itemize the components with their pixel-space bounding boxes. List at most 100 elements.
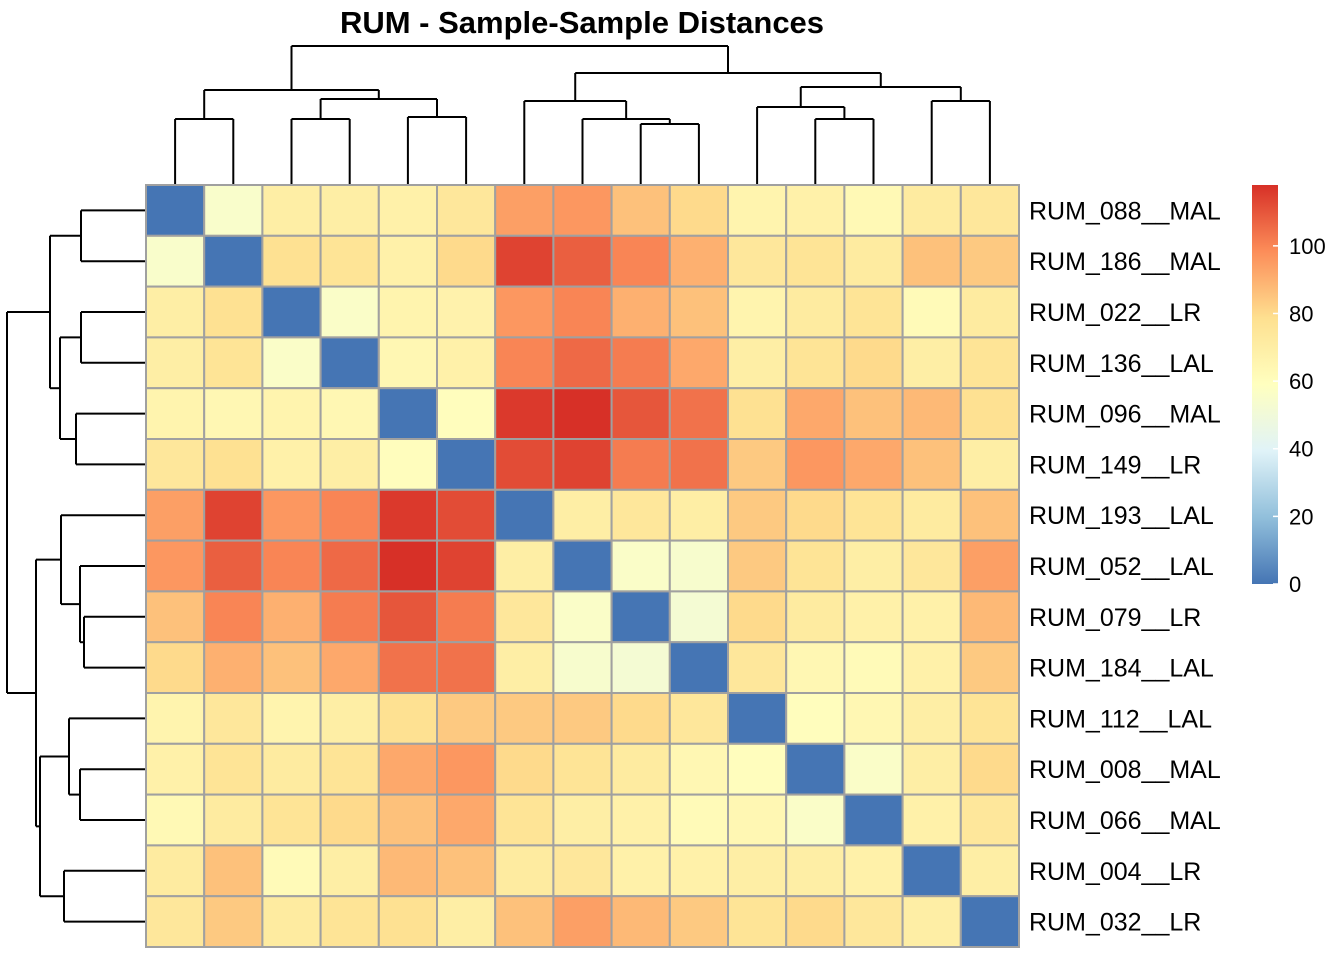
heatmap-cell	[727, 793, 788, 847]
legend-tick-label: 0	[1289, 572, 1301, 597]
heatmap-cell	[145, 793, 206, 847]
heatmap-cell	[901, 488, 962, 542]
heatmap-cell	[843, 742, 904, 796]
heatmap-cell	[843, 285, 904, 339]
heatmap-cell	[203, 184, 264, 237]
heatmap-cell	[145, 336, 206, 390]
heatmap-cell	[319, 387, 380, 441]
heatmap-cell	[552, 641, 613, 695]
row-label: RUM_088__MAL	[1029, 197, 1221, 225]
heatmap-cell	[377, 438, 438, 491]
heatmap-cell	[261, 184, 322, 237]
heatmap-cell	[436, 793, 497, 847]
heatmap-cell	[319, 539, 380, 593]
heatmap-cell	[145, 844, 206, 898]
heatmap-cell	[727, 590, 788, 644]
heatmap-cell	[145, 234, 206, 288]
heatmap-cell	[785, 641, 846, 695]
heatmap-cell	[901, 539, 962, 593]
heatmap-cell	[145, 692, 206, 745]
heatmap-cell	[668, 488, 729, 542]
heatmap-cell	[959, 438, 1020, 491]
heatmap-cell	[494, 692, 555, 745]
row-dendrogram	[6, 209, 146, 923]
heatmap-cell	[494, 438, 555, 491]
heatmap-cell	[785, 539, 846, 593]
heatmap-cell	[843, 336, 904, 390]
heatmap-cell	[785, 793, 846, 847]
heatmap-cell	[727, 742, 788, 796]
heatmap-cell	[959, 590, 1020, 644]
row-label: RUM_193__LAL	[1029, 502, 1214, 530]
heatmap-cell	[727, 539, 788, 593]
heatmap-cell	[377, 590, 438, 644]
heatmap-cell	[377, 234, 438, 288]
heatmap-cell	[843, 895, 904, 949]
heatmap-cell	[727, 234, 788, 288]
heatmap-cell	[727, 844, 788, 898]
heatmap-cell	[261, 641, 322, 695]
row-label: RUM_184__LAL	[1029, 655, 1214, 683]
heatmap-cell	[959, 539, 1020, 593]
heatmap-cell	[668, 793, 729, 847]
heatmap-cell	[668, 844, 729, 898]
heatmap-cell	[727, 488, 788, 542]
heatmap-cell	[203, 641, 264, 695]
heatmap-cell	[843, 184, 904, 237]
heatmap-cell	[319, 590, 380, 644]
heatmap-cell	[319, 488, 380, 542]
color-legend-bar	[1252, 185, 1278, 584]
heatmap-cell	[261, 488, 322, 542]
heatmap-cell	[377, 742, 438, 796]
heatmap-cell	[610, 488, 671, 542]
heatmap-cell	[552, 336, 613, 390]
row-label: RUM_066__MAL	[1029, 807, 1221, 835]
heatmap-cell	[436, 184, 497, 237]
heatmap-cell	[610, 793, 671, 847]
heatmap-cell	[261, 742, 322, 796]
heatmap-cell	[494, 590, 555, 644]
heatmap-cell	[319, 742, 380, 796]
heatmap-cell	[319, 336, 380, 390]
heatmap-cell	[610, 539, 671, 593]
heatmap-cell	[901, 692, 962, 745]
heatmap-cell	[494, 184, 555, 237]
heatmap-cell	[959, 895, 1020, 949]
heatmap-cell	[901, 438, 962, 491]
row-labels: RUM_088__MAL RUM_186__MAL RUM_022__LR RUM_1…	[1029, 197, 1221, 936]
heatmap-cell	[785, 844, 846, 898]
heatmap-cell	[145, 438, 206, 491]
row-label: RUM_096__MAL	[1029, 401, 1221, 429]
heatmap-cell	[843, 844, 904, 898]
heatmap-cell	[668, 692, 729, 745]
heatmap-cell	[203, 742, 264, 796]
heatmap-cell	[319, 641, 380, 695]
heatmap-cell	[610, 234, 671, 288]
heatmap-cell	[319, 844, 380, 898]
heatmap-cell	[843, 539, 904, 593]
heatmap-cell	[610, 387, 671, 441]
heatmap-cell	[436, 539, 497, 593]
heatmap-cell	[145, 742, 206, 796]
chart-title: RUM - Sample-Sample Distances	[340, 5, 824, 40]
heatmap-cell	[610, 590, 671, 644]
heatmap-cell	[668, 438, 729, 491]
heatmap-cell	[727, 438, 788, 491]
heatmap-cell	[494, 742, 555, 796]
heatmap-cell	[843, 641, 904, 695]
heatmap-cell	[261, 336, 322, 390]
heatmap-cell	[436, 488, 497, 542]
heatmap-cell	[494, 488, 555, 542]
heatmap-cell	[261, 844, 322, 898]
heatmap-cell	[203, 336, 264, 390]
heatmap-cell	[377, 844, 438, 898]
heatmap-cell	[494, 641, 555, 695]
heatmap-cell	[901, 895, 962, 949]
heatmap-cell	[377, 793, 438, 847]
heatmap-cell	[203, 844, 264, 898]
heatmap-cell	[494, 844, 555, 898]
heatmap-cell	[959, 488, 1020, 542]
heatmap-cell	[494, 793, 555, 847]
heatmap-cell	[785, 438, 846, 491]
row-label: RUM_022__LR	[1029, 299, 1201, 327]
